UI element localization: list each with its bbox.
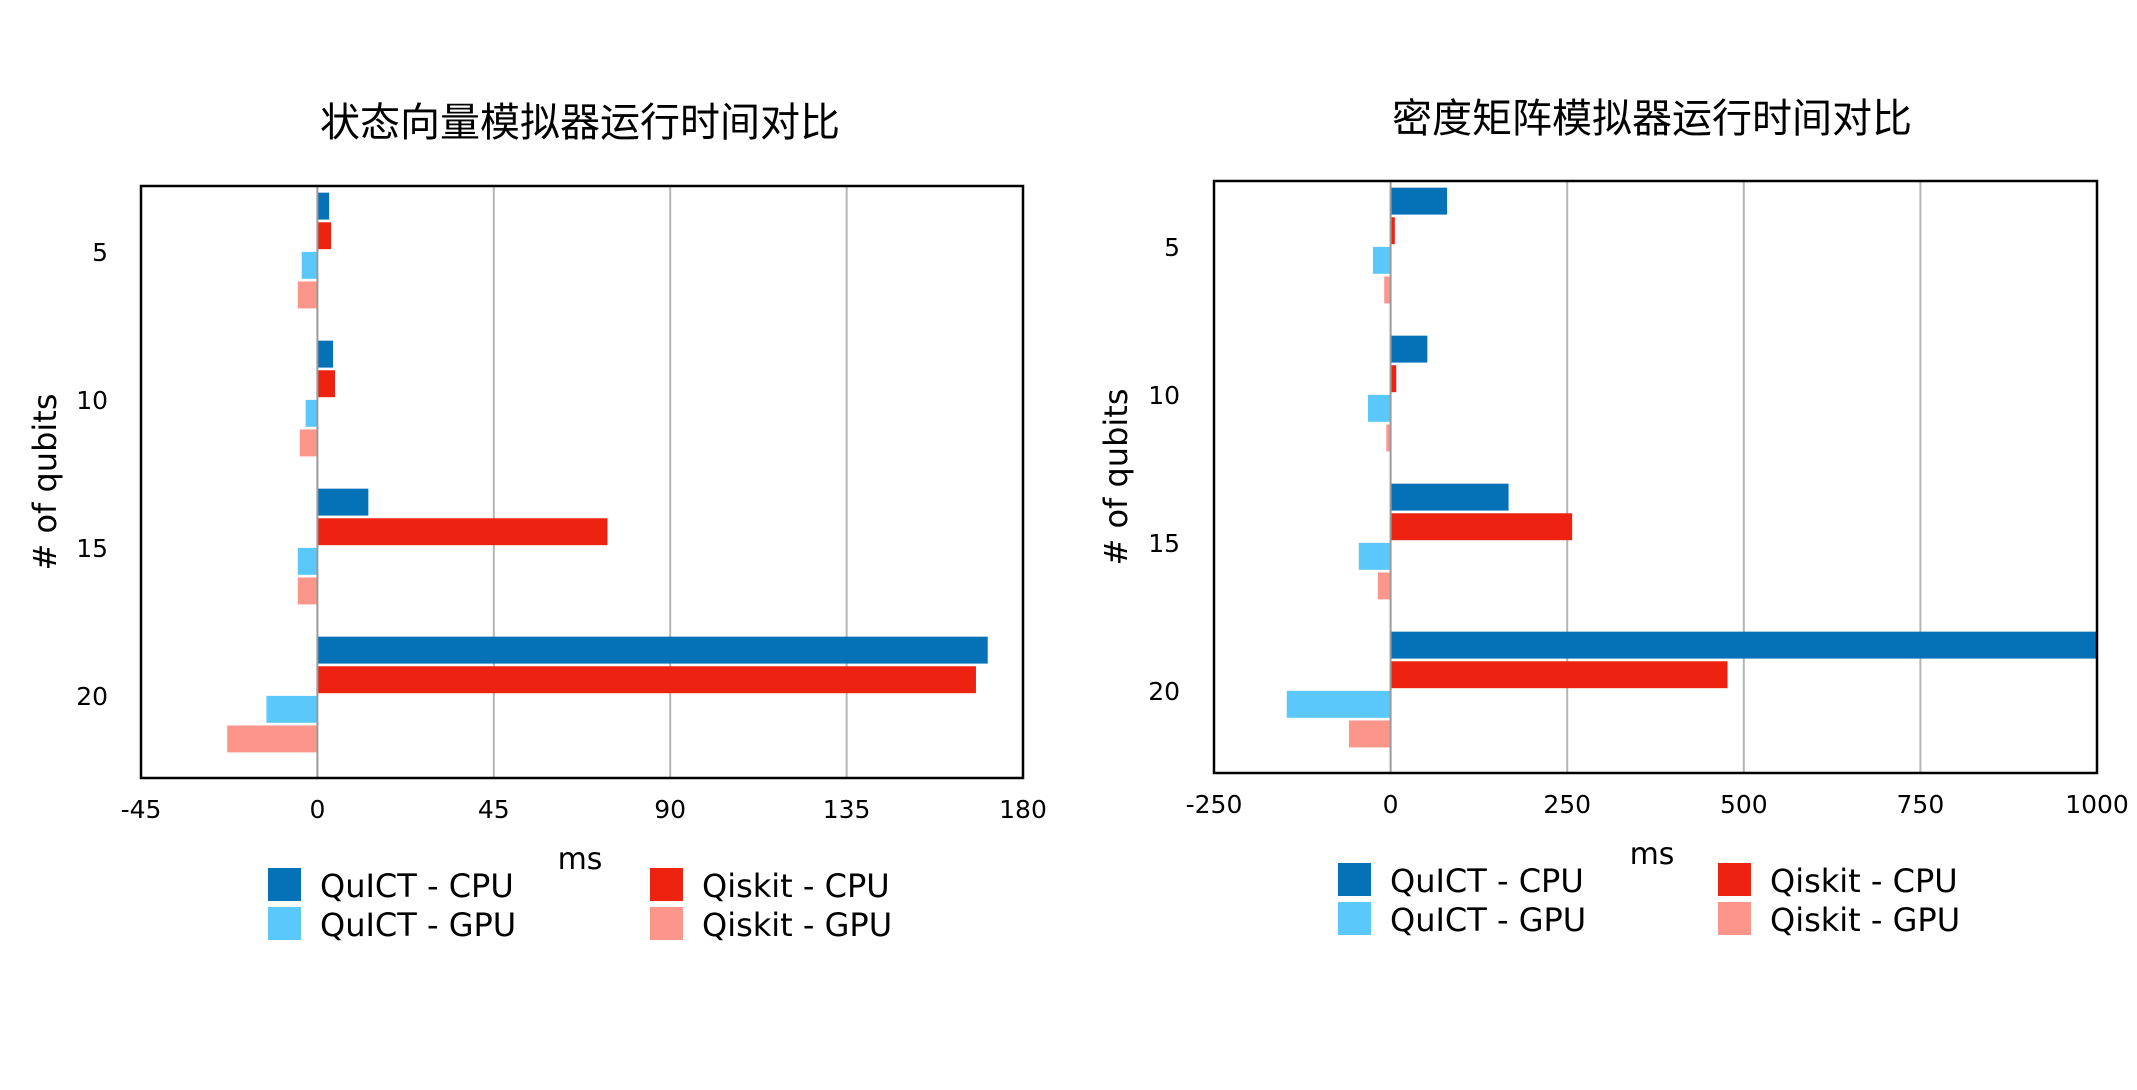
- x-tick-label: 0: [1383, 790, 1399, 819]
- y-tick-label: 15: [1148, 529, 1180, 558]
- legend-item: QuICT - CPU: [1338, 862, 1584, 900]
- legend-label: Qiskit - GPU: [1770, 901, 1960, 939]
- x-tick-label: 750: [1897, 790, 1945, 819]
- legend-swatch: [650, 868, 683, 901]
- legend-item: QuICT - GPU: [1338, 901, 1586, 939]
- bar: [317, 636, 988, 664]
- plot-frame: [1212, 179, 2099, 775]
- bar: [317, 488, 369, 516]
- chart-title: 密度矩阵模拟器运行时间对比: [1392, 96, 1912, 142]
- y-tick-label: 20: [76, 682, 108, 711]
- chart-title: 状态向量模拟器运行时间对比: [320, 100, 840, 146]
- legend-item: Qiskit - CPU: [1718, 862, 1958, 900]
- x-tick-label: 1000: [2065, 790, 2129, 819]
- bar: [299, 429, 318, 457]
- x-tick-label: 500: [1720, 790, 1768, 819]
- y-tick-label: 5: [92, 238, 108, 267]
- legend-swatch: [1338, 863, 1371, 896]
- x-tick-label: 135: [823, 795, 871, 824]
- x-tick-label: -250: [1186, 790, 1243, 819]
- x-axis-label: ms: [558, 842, 603, 877]
- x-tick-labels: -250 0 250 500 750 1000: [1186, 790, 2129, 819]
- x-tick-label: 250: [1543, 790, 1591, 819]
- bar: [1286, 690, 1391, 718]
- bar: [1390, 631, 2097, 659]
- legend-item: QuICT - CPU: [268, 867, 514, 905]
- bar: [1384, 276, 1391, 304]
- legend-item: Qiskit - CPU: [650, 867, 890, 905]
- y-axis-label: # of qubits: [1097, 388, 1135, 565]
- x-tick-label: 0: [309, 795, 325, 824]
- bar: [317, 666, 976, 694]
- y-axis-label: # of qubits: [26, 393, 64, 570]
- bar: [227, 725, 318, 753]
- bar: [317, 340, 334, 368]
- legend-swatch: [268, 907, 301, 940]
- legend-label: Qiskit - CPU: [1770, 862, 1958, 900]
- bar: [297, 281, 318, 309]
- legend-swatch: [1718, 863, 1751, 896]
- bars: [227, 192, 988, 753]
- legend-label: Qiskit - CPU: [702, 867, 890, 905]
- legend-swatch: [650, 907, 683, 940]
- bar: [1372, 246, 1391, 274]
- chart-density-matrix: 密度矩阵模拟器运行时间对比 -250 0 250 500 750 1000 5 10 15 20…: [1097, 96, 2129, 939]
- bar: [1367, 394, 1391, 422]
- y-tick-labels: 5 10 15 20: [76, 238, 108, 711]
- bar: [305, 399, 318, 427]
- legend-swatch: [268, 868, 301, 901]
- bar: [1348, 720, 1391, 748]
- legend: QuICT - CPU Qiskit - CPU QuICT - GPU Qiskit…: [1338, 862, 1960, 939]
- legend-swatch: [1718, 902, 1751, 935]
- bars: [1286, 187, 2097, 748]
- bar: [1390, 187, 1448, 215]
- x-tick-label: 180: [999, 795, 1047, 824]
- x-tick-label: 45: [478, 795, 510, 824]
- y-tick-label: 20: [1148, 677, 1180, 706]
- legend-label: QuICT - CPU: [320, 867, 514, 905]
- x-axis-label: ms: [1630, 837, 1675, 872]
- bar: [1390, 483, 1509, 511]
- x-tick-label: 90: [654, 795, 686, 824]
- y-tick-label: 15: [76, 534, 108, 563]
- legend-label: Qiskit - GPU: [702, 906, 892, 944]
- bar: [1390, 661, 1728, 689]
- bar: [1390, 217, 1395, 245]
- y-tick-labels: 5 10 15 20: [1148, 233, 1180, 706]
- y-tick-label: 10: [76, 386, 108, 415]
- bar: [301, 251, 318, 279]
- legend-label: QuICT - GPU: [320, 906, 516, 944]
- bar: [1386, 424, 1391, 452]
- plot-frame: [139, 184, 1025, 780]
- bar: [1377, 572, 1391, 600]
- y-tick-label: 5: [1164, 233, 1180, 262]
- y-tick-label: 10: [1148, 381, 1180, 410]
- bar: [297, 547, 318, 575]
- x-tick-labels: -45 0 45 90 135 180: [121, 795, 1047, 824]
- bar: [266, 695, 318, 723]
- bar: [1358, 542, 1391, 570]
- bar: [317, 518, 608, 546]
- bar: [1390, 335, 1428, 363]
- bar: [317, 222, 332, 250]
- legend-item: Qiskit - GPU: [1718, 901, 1960, 939]
- x-tick-label: -45: [121, 795, 162, 824]
- bar: [317, 370, 336, 398]
- bar: [1390, 513, 1573, 541]
- legend-swatch: [1338, 902, 1371, 935]
- bar: [1390, 365, 1397, 393]
- legend-label: QuICT - CPU: [1390, 862, 1584, 900]
- bar: [317, 192, 330, 220]
- bar: [297, 577, 318, 605]
- legend-item: Qiskit - GPU: [650, 906, 892, 944]
- legend-item: QuICT - GPU: [268, 906, 516, 944]
- legend-label: QuICT - GPU: [1390, 901, 1586, 939]
- legend: QuICT - CPU Qiskit - CPU QuICT - GPU Qiskit…: [268, 867, 892, 944]
